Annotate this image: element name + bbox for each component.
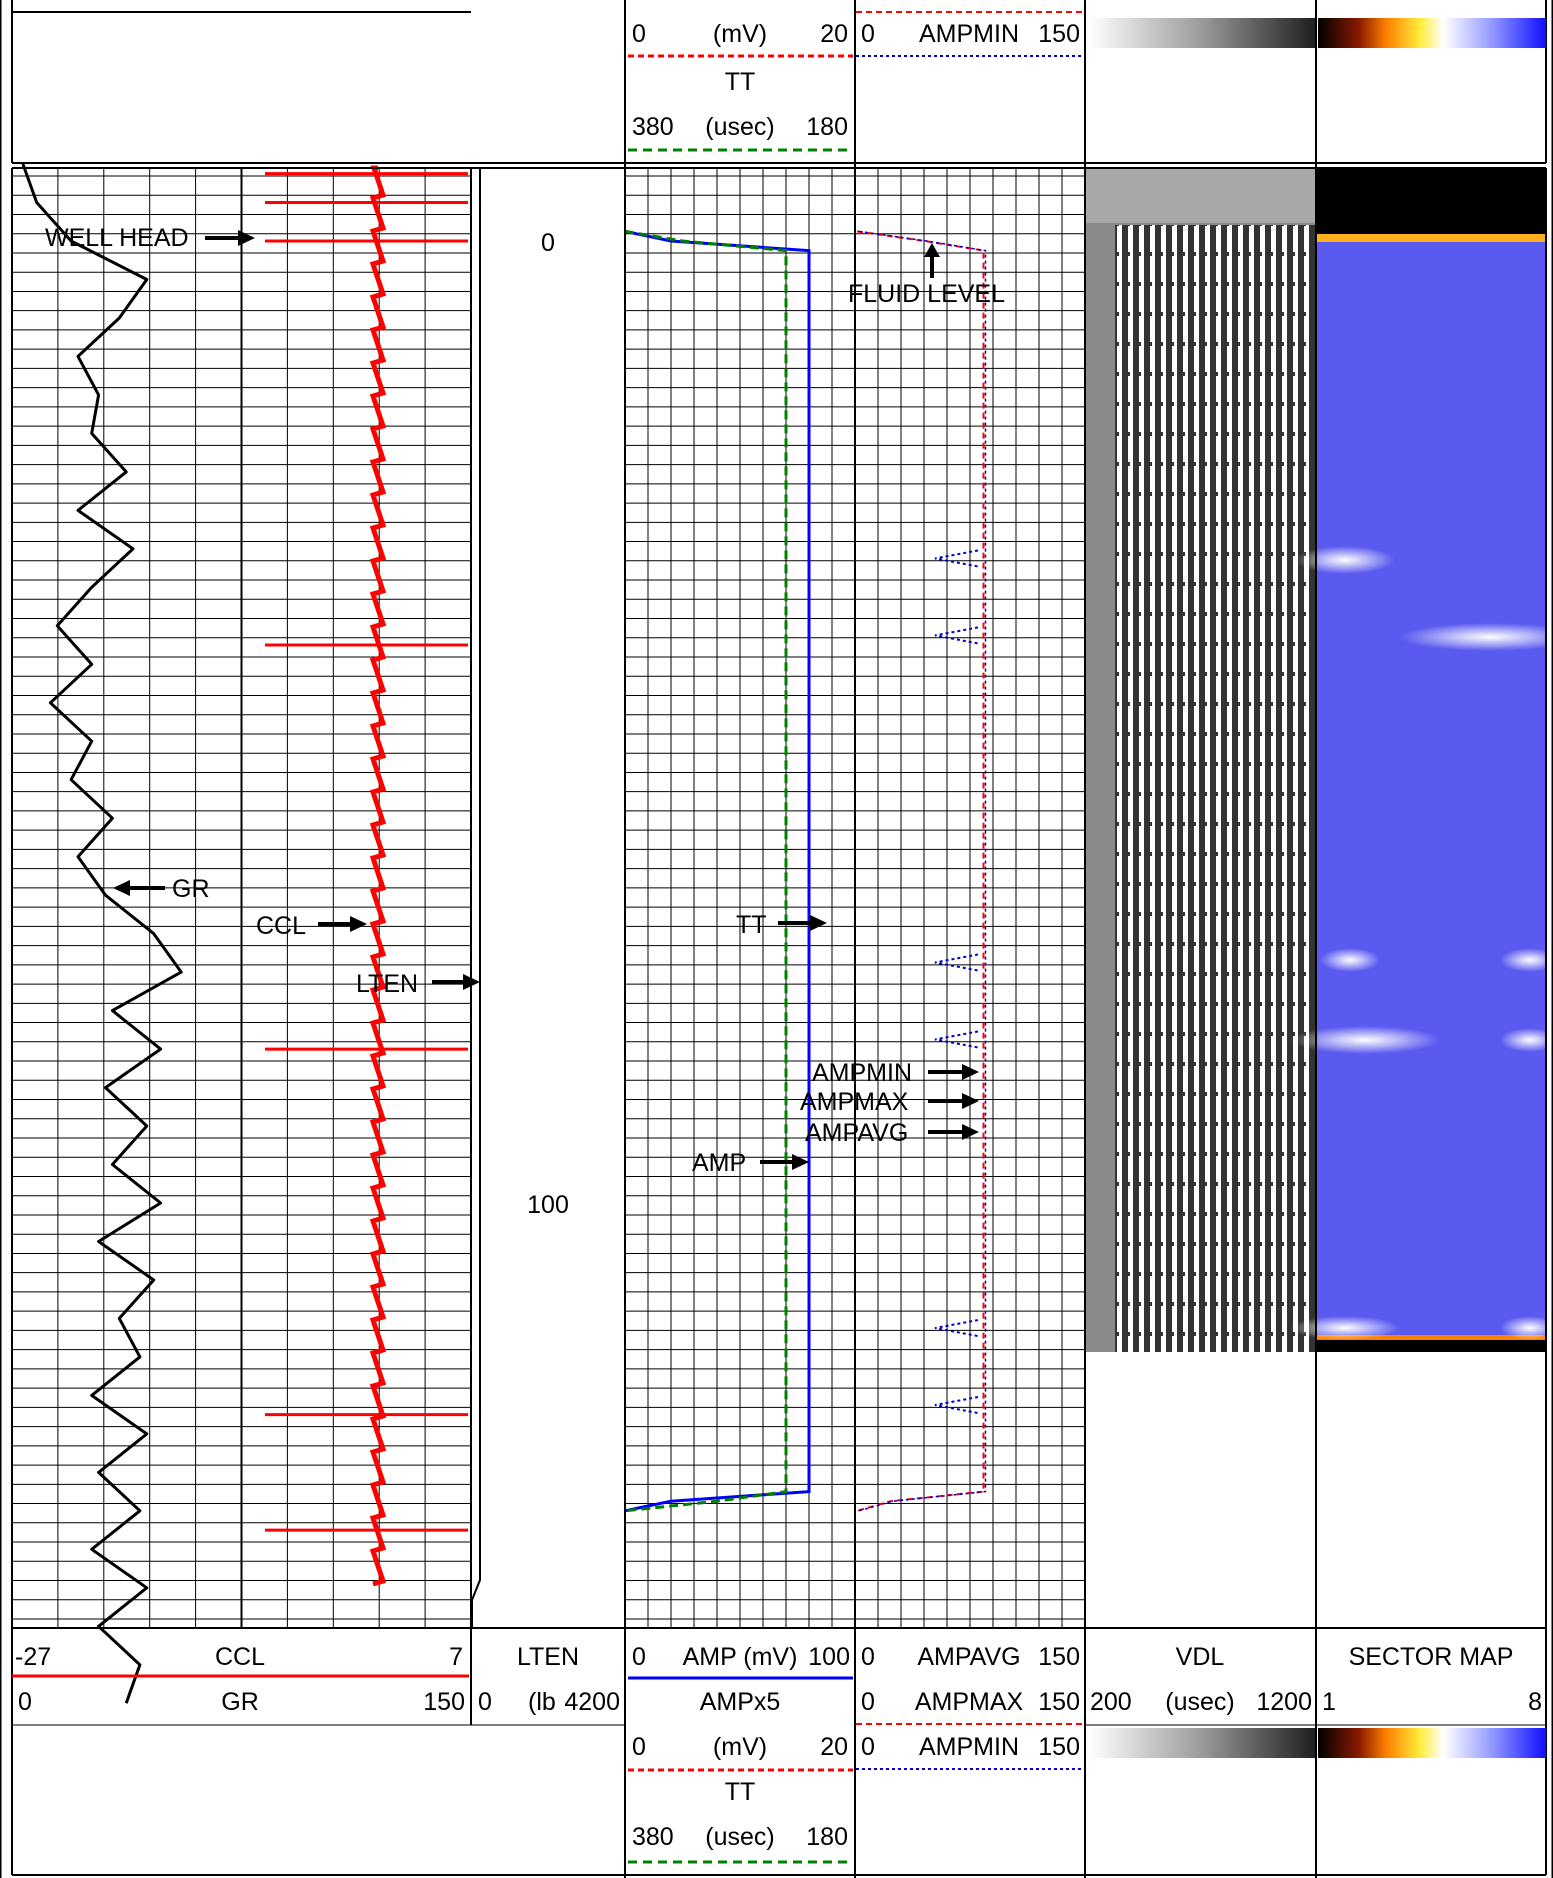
ampmax-curve (856, 230, 985, 1512)
footer-gr-max: 150 (423, 1688, 465, 1716)
sector-map-highlight (1400, 623, 1553, 651)
footer-ampmin-min: 0 (861, 1733, 875, 1761)
footer-sector-min: 1 (1322, 1688, 1336, 1716)
sector-map-highlight (1290, 1316, 1400, 1340)
footer-tt-unit: (usec) (705, 1823, 774, 1851)
ampmin-kick (934, 1396, 979, 1415)
header-ampmin-max: 150 (1038, 20, 1080, 48)
ampmin-kick (934, 1319, 979, 1338)
annotation-tt: TT (736, 911, 767, 939)
sector-map-highlight (1500, 948, 1553, 972)
header-top: 0 (mV) 20 TT 380 (usec) 180 0 AMPMIN 150 (628, 11, 1546, 152)
header-amp-x5-max: 20 (820, 20, 848, 48)
amp-curve (624, 229, 811, 1513)
sector-map-highlight (1305, 1389, 1465, 1417)
footer-ampmax-min: 0 (861, 1688, 875, 1716)
sector-map-bottom-band (1316, 1340, 1546, 1352)
footer-lten-name: LTEN (517, 1643, 579, 1671)
annotation-ccl: CCL (256, 912, 306, 940)
ampmin-kick (934, 626, 979, 645)
footer-ccl-min: -27 (15, 1643, 51, 1671)
footer-vdl-name: VDL (1176, 1643, 1225, 1671)
ccl-curve (369, 165, 387, 1587)
footer-gr-name: GR (221, 1688, 259, 1716)
header-tt-unit: (usec) (705, 113, 774, 141)
footer-tt-min: 380 (632, 1823, 674, 1851)
sector-map-highlight (1295, 546, 1395, 574)
footer-sector-name: SECTOR MAP (1349, 1643, 1514, 1671)
header-tt-min: 380 (632, 113, 674, 141)
annotation-ampmin: AMPMIN (812, 1059, 912, 1087)
annotation-ampavg: AMPAVG (805, 1119, 908, 1147)
image-tracks (1085, 168, 1553, 1417)
header-ampmin-name: AMPMIN (919, 20, 1019, 48)
footer-ampmax-max: 150 (1038, 1688, 1080, 1716)
vdl-wave-pattern (1115, 225, 1316, 1352)
header-tt-max: 180 (806, 113, 848, 141)
sector-map-highlight (1290, 1026, 1440, 1054)
footer-sector-max: 8 (1528, 1688, 1542, 1716)
sector-map-highlight (1500, 1028, 1553, 1052)
header-amp-x5-min: 0 (632, 20, 646, 48)
footer-gr-min: 0 (18, 1688, 32, 1716)
ampmin-kick (934, 953, 979, 972)
footer-ampmin-max: 150 (1038, 1733, 1080, 1761)
header-ampmin-min: 0 (861, 20, 875, 48)
footer-legend: -27 CCL 7 0 GR 150 LTEN 0 (lb 4200 0 AMP… (12, 1643, 1546, 1864)
depth-label-0: 0 (541, 229, 555, 257)
sector-map-fluid-line (1316, 234, 1546, 242)
footer-ccl-max: 7 (449, 1643, 463, 1671)
sector-map-highlight (1320, 948, 1380, 972)
sector-map-bottom-line (1316, 1335, 1546, 1340)
footer-lten-max: 4200 (564, 1688, 620, 1716)
footer-amp-max: 100 (808, 1643, 850, 1671)
header-tt-name: TT (725, 68, 756, 96)
annotation-well-head: WELL HEAD (45, 224, 189, 252)
annotations: WELL HEAD FLUID LEVEL GR CCL LTEN TT AMP… (45, 224, 1005, 1177)
ampmin-kick (934, 549, 979, 568)
sector-map-highlight (1500, 1316, 1553, 1340)
footer-amp-x5-name: AMPx5 (700, 1688, 781, 1716)
footer-amp-x5-unit: (mV) (713, 1733, 767, 1761)
footer-vdl-max: 1200 (1256, 1688, 1312, 1716)
sector-map-top-band (1316, 168, 1546, 234)
annotation-lten: LTEN (356, 970, 418, 998)
footer-amp-x5-max: 20 (820, 1733, 848, 1761)
annotation-fluid-level: FLUID LEVEL (848, 280, 1005, 308)
annotation-gr: GR (172, 875, 210, 903)
depth-label-100: 100 (527, 1191, 569, 1219)
footer-amp-x5-min: 0 (632, 1733, 646, 1761)
footer-ampavg-name: AMPAVG (917, 1643, 1020, 1671)
lten-curve (471, 168, 481, 1628)
annotation-amp: AMP (692, 1149, 746, 1177)
footer-ampmax-name: AMPMAX (915, 1688, 1024, 1716)
header-amp-x5-unit: (mV) (713, 20, 767, 48)
gr-curve (21, 163, 183, 1704)
ampmin-curve (858, 230, 987, 1512)
tt-curve (624, 229, 788, 1513)
footer-vdl-unit: (usec) (1165, 1688, 1234, 1716)
curve-layer (21, 163, 987, 1704)
footer-tt-max: 180 (806, 1823, 848, 1851)
footer-ccl-name: CCL (215, 1643, 265, 1671)
footer-ampmin-name: AMPMIN (919, 1733, 1019, 1761)
sector-map-background (1316, 168, 1546, 1352)
footer-amp-name: AMP (mV) (683, 1643, 798, 1671)
footer-lten-min: 0 (478, 1688, 492, 1716)
footer-vdl-min: 200 (1090, 1688, 1132, 1716)
footer-ampavg-min: 0 (861, 1643, 875, 1671)
vdl-top-band (1085, 168, 1316, 223)
footer-ampavg-max: 150 (1038, 1643, 1080, 1671)
footer-tt-name: TT (725, 1778, 756, 1806)
annotation-ampmax: AMPMAX (800, 1088, 909, 1116)
footer-lten-unit: (lb (528, 1688, 556, 1716)
ampmin-kick (934, 1030, 979, 1049)
footer-amp-min: 0 (632, 1643, 646, 1671)
